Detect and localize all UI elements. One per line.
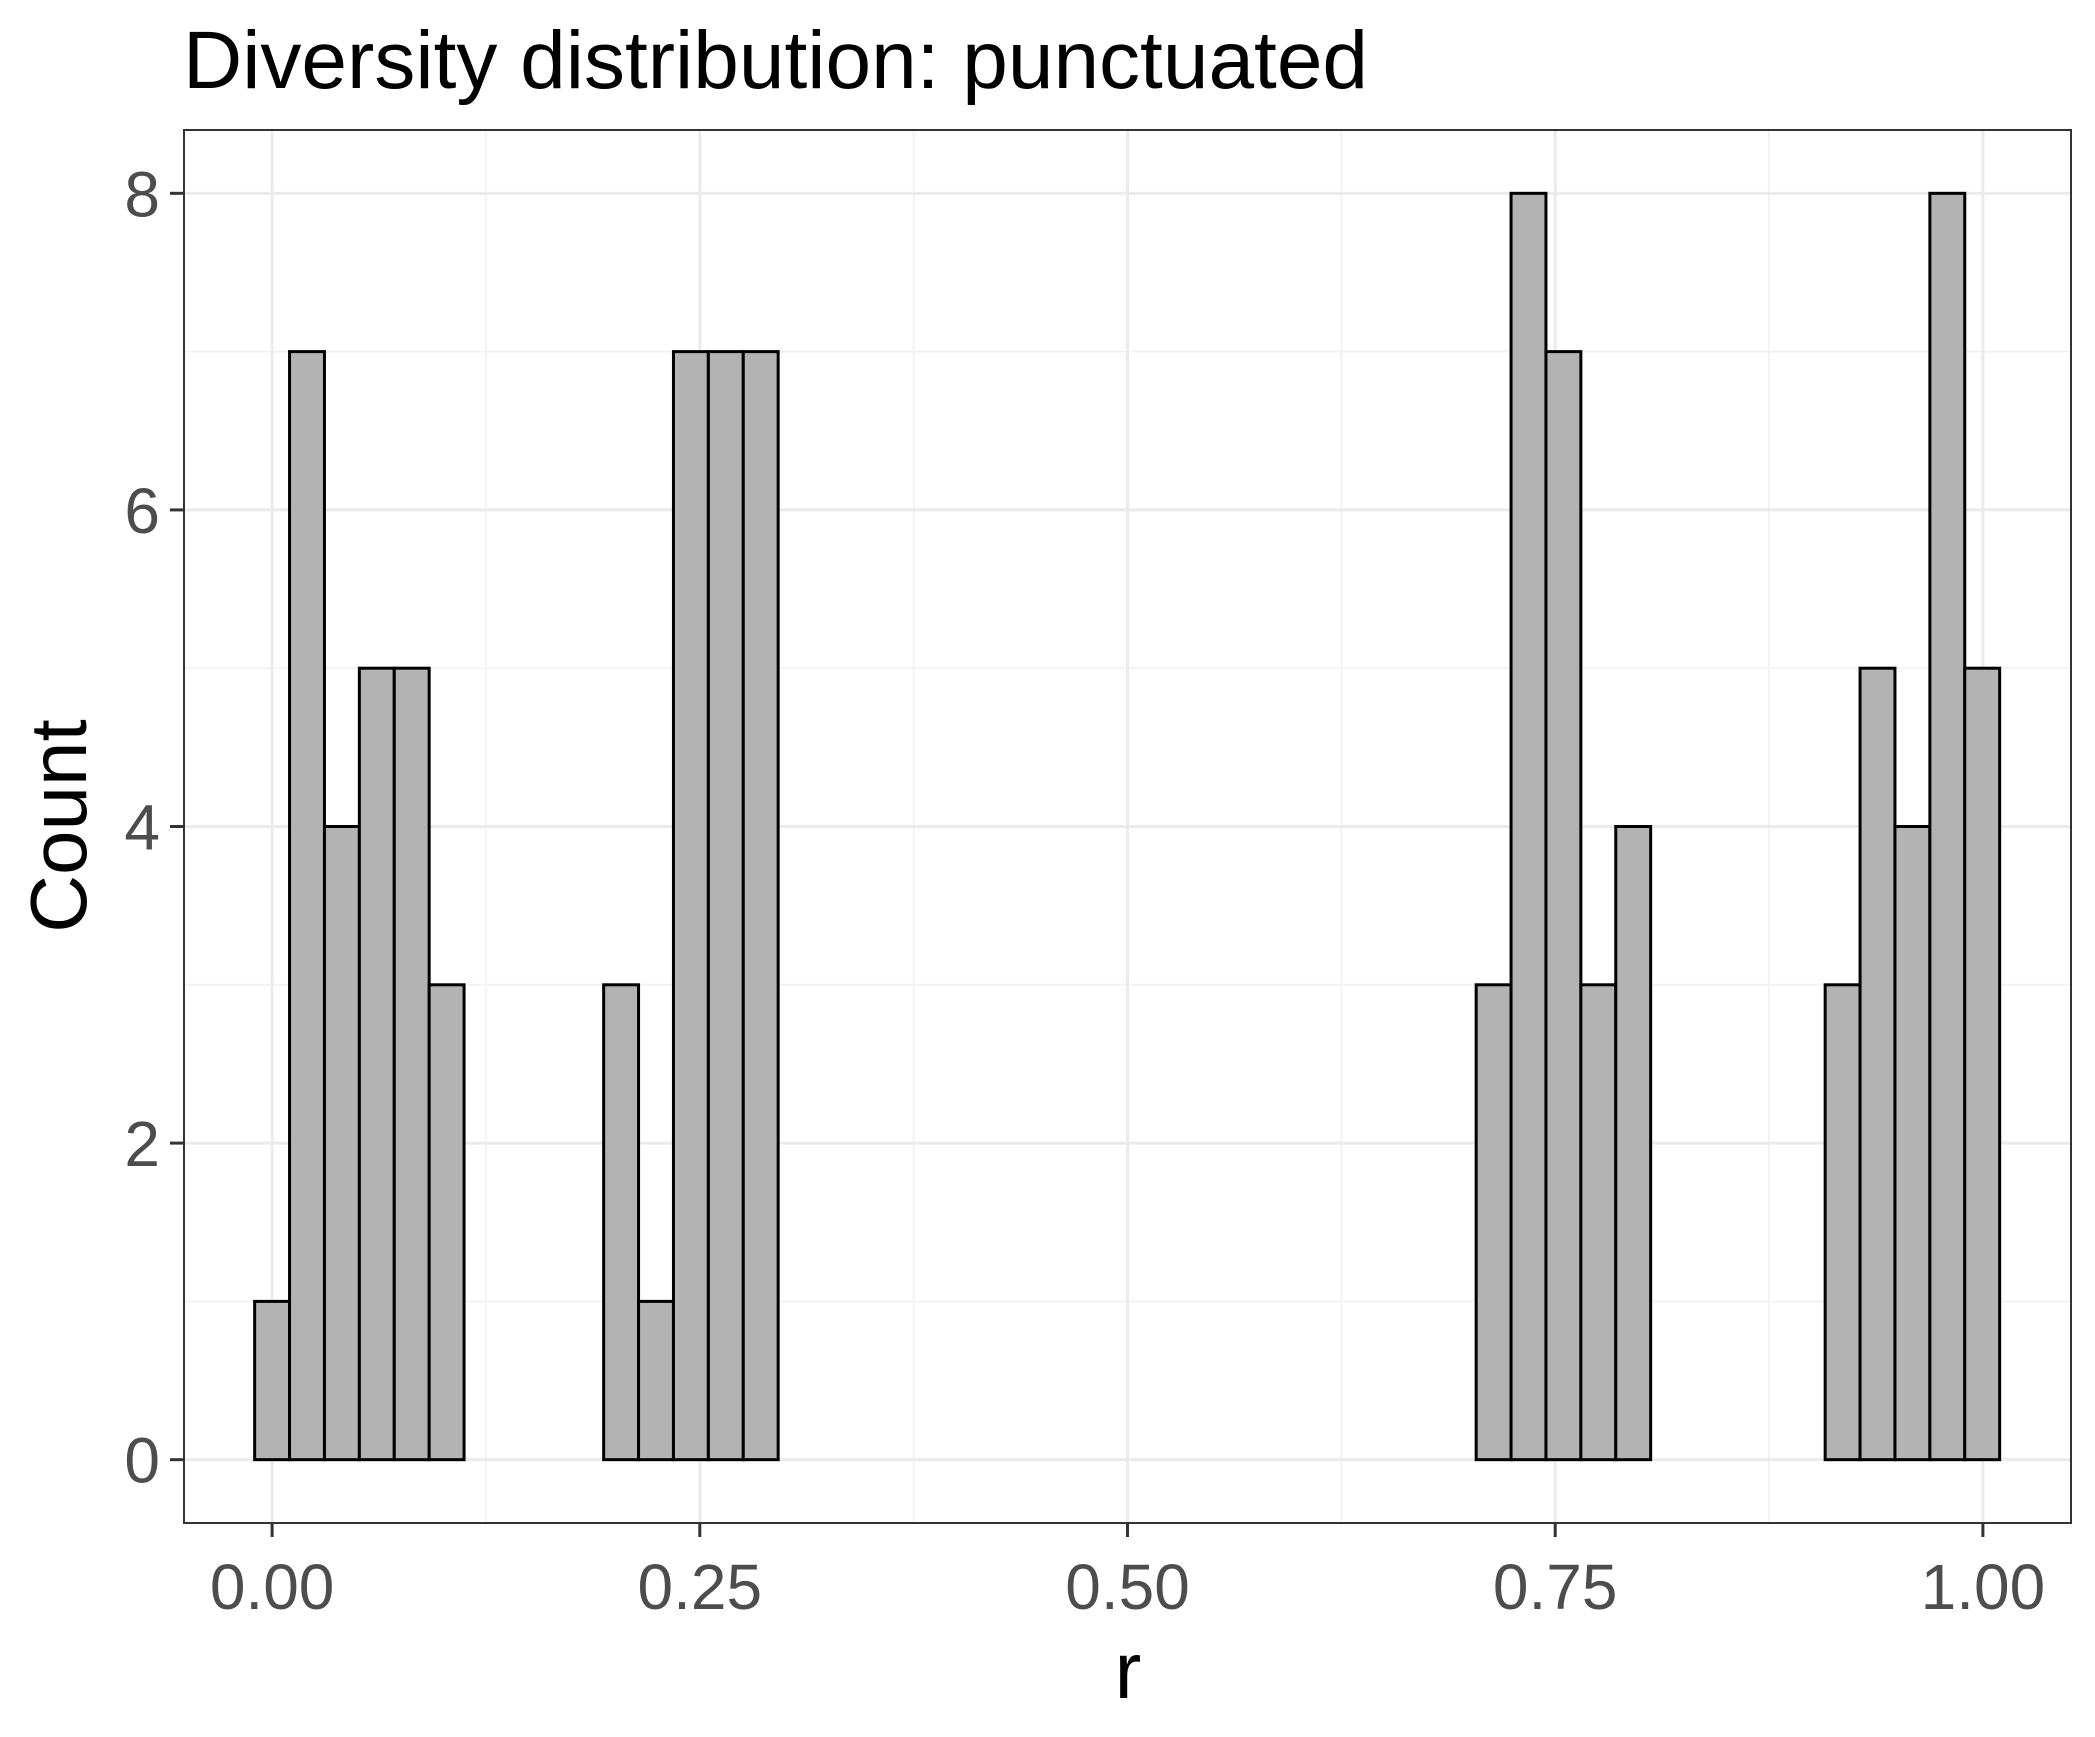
y-tick-label: 4 — [124, 792, 160, 864]
histogram-bar — [1893, 825, 1932, 1462]
histogram-bar — [671, 350, 710, 1462]
x-tick-label: 1.00 — [1921, 1551, 2046, 1623]
y-tick-label: 2 — [124, 1108, 160, 1180]
histogram-bar — [741, 350, 780, 1462]
histogram-bar — [288, 350, 326, 1462]
histogram-bar — [1963, 666, 2002, 1462]
x-axis-title: r — [1115, 1626, 1142, 1715]
histogram-bar — [1474, 983, 1513, 1462]
histogram-bar — [357, 666, 396, 1462]
histogram-bars — [253, 191, 2002, 1462]
x-tick-label: 0.25 — [638, 1551, 763, 1623]
histogram-bar — [322, 825, 361, 1462]
histogram-bar — [1544, 350, 1583, 1462]
histogram-bar — [706, 350, 745, 1462]
histogram-bar — [1614, 825, 1653, 1462]
x-tick-label: 0.75 — [1493, 1551, 1618, 1623]
histogram-bar — [253, 1299, 292, 1462]
y-tick-label: 8 — [124, 158, 160, 230]
y-tick-label: 0 — [124, 1425, 160, 1497]
histogram-bar — [602, 983, 641, 1462]
chart-title: Diversity distribution: punctuated — [183, 15, 1368, 106]
x-axis: 0.00 0.25 0.50 0.75 1.00 — [210, 1523, 2045, 1623]
histogram-bar — [1858, 666, 1897, 1462]
histogram-bar — [1579, 983, 1618, 1462]
histogram-bar — [427, 983, 466, 1462]
y-tick-label: 6 — [124, 475, 160, 547]
y-axis: 0 2 4 6 8 — [124, 158, 184, 1497]
histogram-bar — [637, 1299, 675, 1462]
histogram-bar — [1928, 191, 1967, 1462]
histogram-bar — [1509, 191, 1548, 1462]
grid-lines — [184, 130, 2071, 1523]
histogram-bar — [1823, 983, 1862, 1462]
histogram-bar — [392, 666, 431, 1462]
x-tick-label: 0.00 — [210, 1551, 335, 1623]
x-tick-label: 0.50 — [1065, 1551, 1190, 1623]
y-axis-title: Count — [14, 719, 103, 932]
